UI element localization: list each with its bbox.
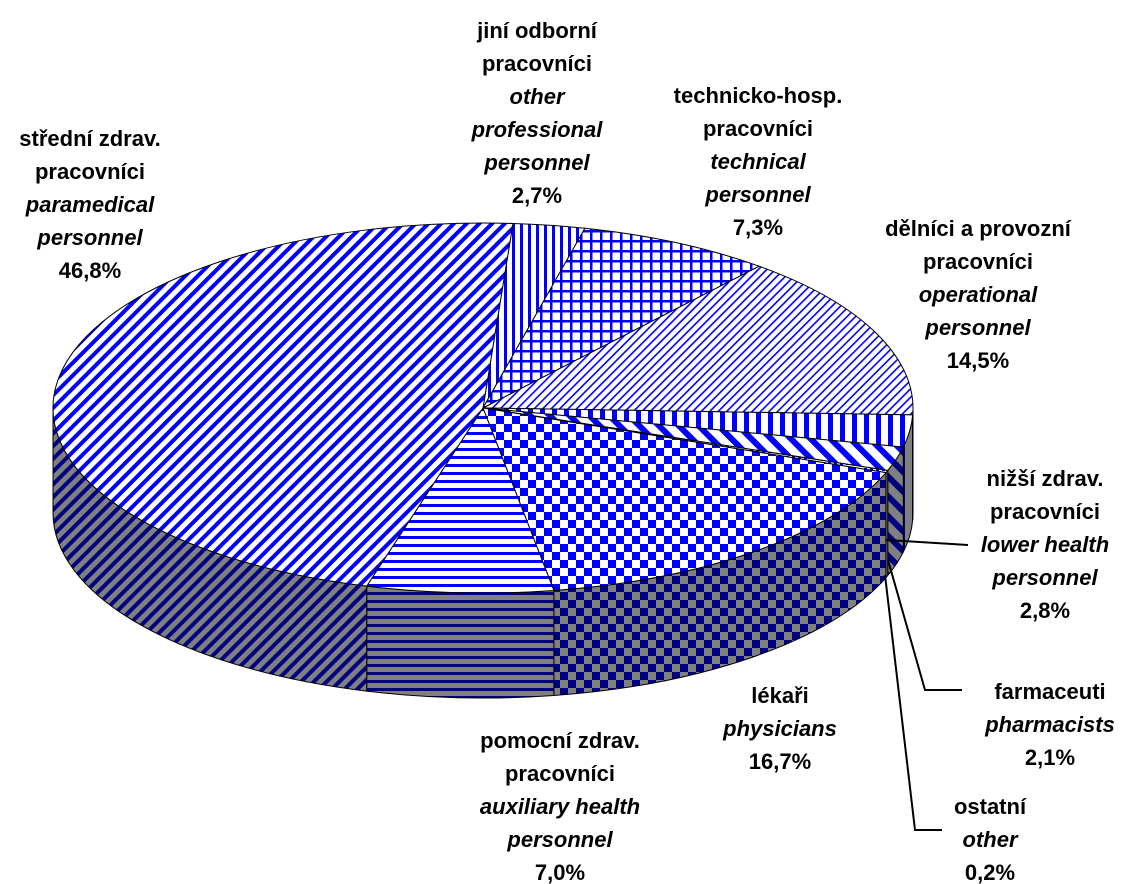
label-line: lower health: [981, 532, 1109, 557]
label-line: auxiliary health: [480, 794, 640, 819]
label-line: personnel: [36, 225, 143, 250]
leader-line: [887, 559, 962, 691]
pie-slice: [482, 407, 887, 591]
pie-slice: [365, 406, 555, 594]
leader-line: [884, 574, 942, 831]
label-line: nižší zdrav.: [987, 466, 1104, 491]
label-line: paramedical: [25, 192, 155, 217]
pie-slice: [481, 227, 761, 410]
label-line: 46,8%: [59, 258, 121, 283]
label-line: pracovníci: [505, 761, 615, 786]
label-line: lékaři: [751, 683, 809, 708]
pie-slice: [52, 222, 514, 587]
label-line: pracovníci: [482, 51, 592, 76]
label-line: jiní odborní: [476, 18, 598, 43]
label-line: technicko-hosp.: [674, 83, 843, 108]
slice-label: jiní odborní pracovníci other professional p…: [471, 18, 604, 208]
slice-label: střední zdrav. pracovníci paramedical perso…: [19, 126, 160, 283]
label-line: personnel: [483, 150, 590, 175]
slice-label: nižší zdrav. pracovníci lower health person…: [981, 466, 1109, 623]
label-line: pracovníci: [990, 499, 1100, 524]
label-line: pracovníci: [703, 116, 813, 141]
label-line: personnel: [991, 565, 1098, 590]
label-line: 2,7%: [512, 183, 562, 208]
label-line: 2,1%: [1025, 745, 1075, 770]
label-line: 7,0%: [535, 860, 585, 884]
pie-slice: [482, 265, 914, 416]
label-line: personnel: [704, 182, 811, 207]
label-line: pharmacists: [984, 712, 1115, 737]
slice-label: farmaceuti pharmacists 2,1%: [984, 679, 1115, 770]
label-line: professional: [471, 117, 604, 142]
label-line: pracovníci: [35, 159, 145, 184]
label-line: other: [963, 827, 1019, 852]
label-line: 14,5%: [947, 348, 1009, 373]
pie-side: [366, 585, 555, 699]
slice-label: pomocní zdrav. pracovníci auxiliary health…: [480, 728, 640, 884]
label-line: střední zdrav.: [19, 126, 160, 151]
label-line: farmaceuti: [994, 679, 1105, 704]
slice-label: technicko-hosp. pracovníci technical person…: [674, 83, 843, 240]
label-line: personnel: [506, 827, 613, 852]
label-line: pracovníci: [923, 249, 1033, 274]
label-line: physicians: [722, 716, 837, 741]
slice-label: dělníci a provozní pracovníci operational p…: [885, 216, 1072, 373]
slice-label: ostatní other 0,2%: [954, 794, 1027, 884]
label-line: 16,7%: [749, 749, 811, 774]
label-line: operational: [919, 282, 1038, 307]
slice-label: lékaři physicians 16,7%: [722, 683, 837, 774]
label-line: technical: [710, 149, 806, 174]
leader-line: [885, 539, 969, 546]
label-line: 0,2%: [965, 860, 1015, 884]
label-line: personnel: [924, 315, 1031, 340]
label-line: 2,8%: [1020, 598, 1070, 623]
label-line: pomocní zdrav.: [480, 728, 640, 753]
label-line: ostatní: [954, 794, 1027, 819]
label-line: other: [510, 84, 566, 109]
label-line: dělníci a provozní: [885, 216, 1072, 241]
label-line: 7,3%: [733, 215, 783, 240]
